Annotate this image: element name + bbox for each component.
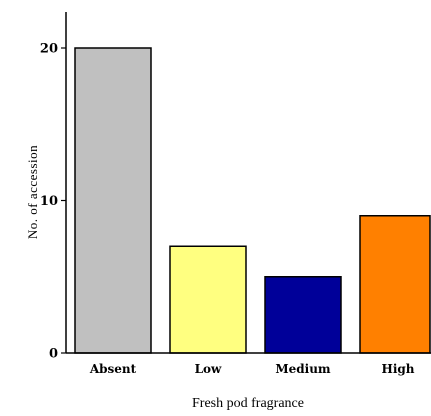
y-tick-label: 10 [40,194,58,209]
y-ticks-group: 0 10 20 [40,42,66,362]
x-axis-title: Fresh pod fragrance [192,396,304,411]
x-tick-label-absent: Absent [89,362,137,376]
bar-medium [264,276,342,354]
y-axis-title: No. of accession [25,145,40,239]
y-tick-label: 20 [40,42,58,57]
y-tick-label: 0 [49,347,58,362]
x-tick-labels-group: Absent Low Medium High [89,362,415,376]
bar-low [169,245,247,354]
bars-group [74,47,431,354]
bar-high [359,215,431,354]
bar-absent [74,47,152,354]
x-tick-label-medium: Medium [275,362,331,376]
x-tick-label-low: Low [195,362,222,376]
x-tick-label-high: High [381,362,414,376]
